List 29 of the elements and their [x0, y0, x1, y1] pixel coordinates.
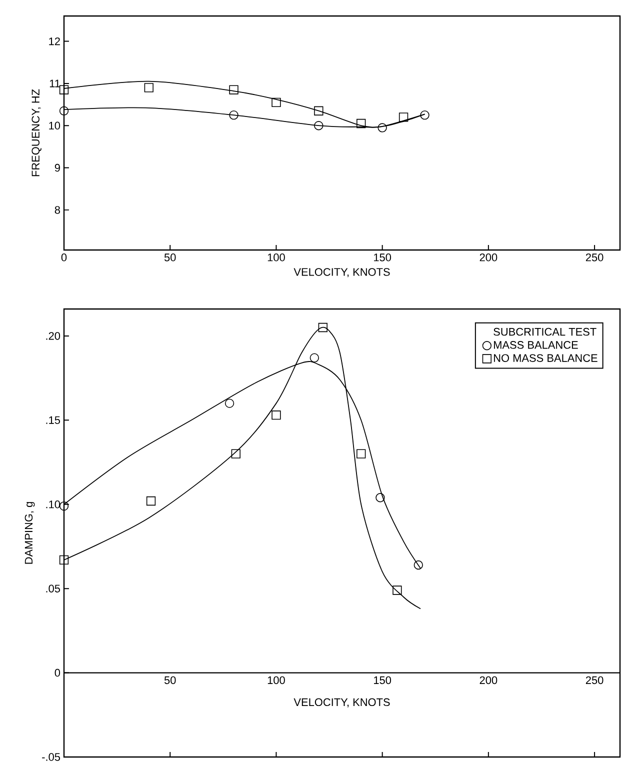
legend-label: MASS BALANCE — [494, 341, 578, 349]
x-tick-label: 150 — [374, 254, 392, 262]
x-tick-label: 200 — [480, 676, 498, 684]
x-tick-label: 50 — [164, 676, 176, 684]
legend-label: NO MASS BALANCE — [494, 354, 598, 362]
x-tick-label: 150 — [374, 676, 392, 684]
y-axis-title: DAMPING, g — [24, 502, 35, 564]
x-tick-label: 0 — [61, 254, 67, 262]
y-tick-label: 10 — [49, 122, 60, 130]
x-tick-label: 100 — [268, 676, 285, 684]
y-tick-label: .10 — [46, 500, 60, 508]
y-tick-label: 8 — [54, 206, 60, 214]
y-axis-title: FREQUENCY, HZ — [32, 89, 42, 176]
y-tick-label: .15 — [46, 416, 60, 424]
y-tick-label: .20 — [46, 332, 60, 340]
y-tick-label: 12 — [49, 37, 60, 46]
y-tick-label: 9 — [54, 164, 60, 172]
y-tick-label: 11 — [50, 80, 60, 88]
y-tick-label: -.05 — [42, 753, 60, 761]
y-tick-label: .05 — [46, 584, 60, 592]
legend-title: SUBCRITICAL TEST — [494, 328, 596, 336]
y-tick-label: 0 — [54, 668, 60, 677]
x-tick-label: 100 — [268, 254, 285, 262]
x-axis-title: VELOCITY, KNOTS — [294, 698, 390, 708]
x-tick-label: 250 — [586, 676, 604, 684]
x-tick-label: 250 — [586, 254, 604, 262]
x-axis-title: VELOCITY, KNOTS — [294, 268, 390, 278]
x-tick-label: 200 — [480, 254, 498, 262]
x-tick-label: 50 — [164, 254, 176, 262]
